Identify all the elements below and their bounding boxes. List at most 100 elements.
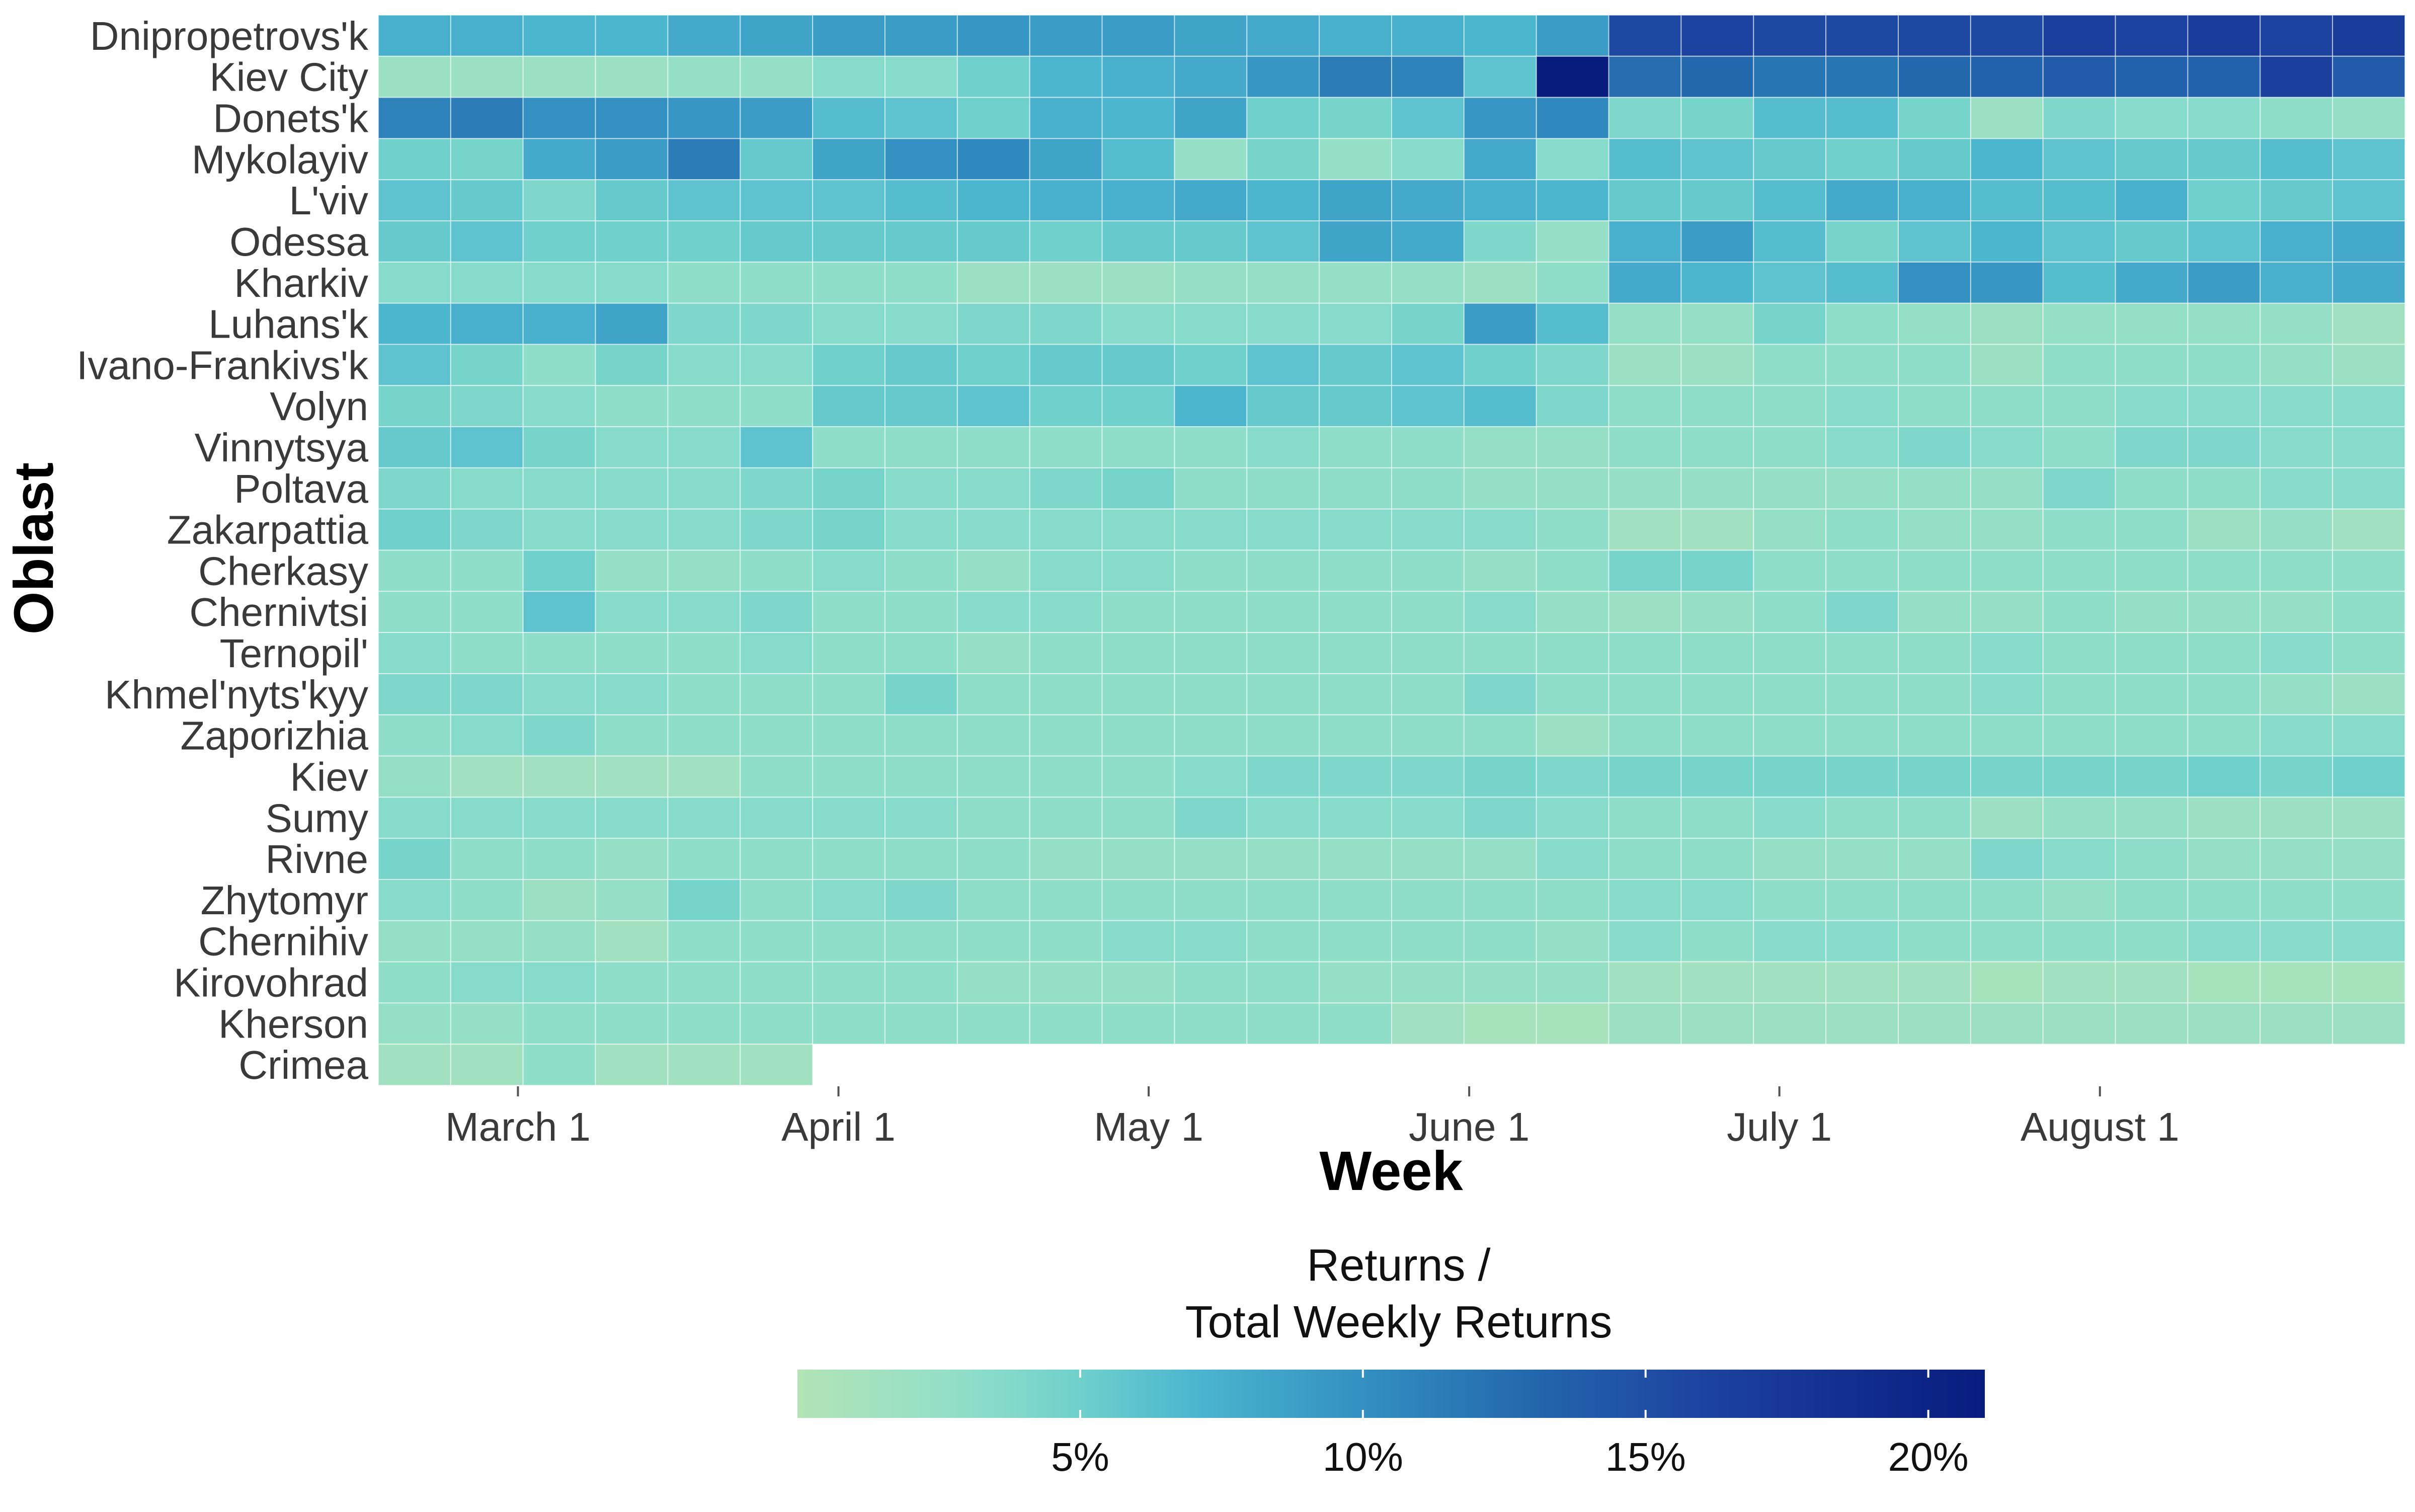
heatmap-cell [2042, 797, 2116, 839]
heatmap-cell [450, 591, 524, 633]
heatmap-cell [1753, 97, 1827, 139]
heatmap-cell [956, 508, 1030, 551]
heatmap-cell [667, 97, 741, 139]
heatmap-cell [1391, 55, 1465, 98]
heatmap-cell [1391, 632, 1465, 674]
heatmap-cell [1101, 920, 1175, 963]
heatmap-cell [1029, 632, 1103, 674]
heatmap-cell [1391, 549, 1465, 592]
heatmap-cell [378, 714, 451, 757]
y-tick-label: Rivne [265, 837, 368, 882]
heatmap-cell [2042, 591, 2116, 633]
heatmap-cell [1753, 632, 1827, 674]
heatmap-cell [740, 961, 814, 1004]
heatmap-cell [740, 179, 814, 222]
heatmap-cell [1536, 302, 1609, 345]
heatmap-cell [378, 138, 451, 181]
heatmap-cell [2042, 755, 2116, 798]
heatmap-cell [1825, 179, 1899, 222]
heatmap-cell [1680, 920, 1754, 963]
heatmap-cell [884, 179, 958, 222]
heatmap-cell [1608, 508, 1682, 551]
heatmap-cell [884, 97, 958, 139]
heatmap-cell [1825, 385, 1899, 428]
heatmap-cell [1391, 344, 1465, 386]
heatmap-cell [667, 549, 741, 592]
heatmap-cell [1753, 179, 1827, 222]
heatmap-cell [2260, 591, 2333, 633]
heatmap-cell [522, 220, 596, 263]
heatmap-cell [884, 385, 958, 428]
heatmap-cell [1536, 549, 1609, 592]
heatmap-cell [522, 1002, 596, 1045]
heatmap-cell [1970, 467, 2044, 510]
heatmap-cell [1536, 426, 1609, 468]
heatmap-cell [595, 344, 669, 386]
heatmap-cell [1174, 15, 1248, 57]
heatmap-cell [522, 261, 596, 304]
heatmap-cell [522, 879, 596, 921]
heatmap-cell [1608, 426, 1682, 468]
heatmap-cell [740, 1044, 814, 1086]
heatmap-cell [2260, 97, 2333, 139]
heatmap-cell [1174, 591, 1248, 633]
heatmap-cell [2187, 714, 2261, 757]
heatmap-cell [1391, 508, 1465, 551]
heatmap-cell [1898, 879, 1971, 921]
heatmap-cell [1029, 261, 1103, 304]
heatmap-cell [1463, 632, 1537, 674]
heatmap-cell [1319, 385, 1392, 428]
heatmap-cell [2042, 673, 2116, 715]
heatmap-cell [740, 838, 814, 880]
heatmap-cell [522, 302, 596, 345]
y-tick-label: Chernivtsi [189, 590, 368, 634]
heatmap-cell [1319, 508, 1392, 551]
heatmap-cell [1680, 220, 1754, 263]
heatmap-cell [1319, 15, 1392, 57]
heatmap-cell [2042, 179, 2116, 222]
heatmap-cell [1825, 426, 1899, 468]
heatmap-cell [1753, 302, 1827, 345]
heatmap-cell [1825, 1002, 1899, 1045]
heatmap-cell [956, 344, 1030, 386]
heatmap-cell [1825, 138, 1899, 181]
heatmap-cell [1391, 385, 1465, 428]
heatmap-cell [522, 467, 596, 510]
heatmap-cell [595, 508, 669, 551]
heatmap-cell [1319, 755, 1392, 798]
heatmap-cell [1536, 97, 1609, 139]
heatmap-cell [1825, 632, 1899, 674]
heatmap-cell [378, 1002, 451, 1045]
heatmap-cell [1319, 920, 1392, 963]
heatmap-cell [1101, 755, 1175, 798]
heatmap-cell [450, 961, 524, 1004]
heatmap-cell [1463, 508, 1537, 551]
heatmap-cell [1319, 632, 1392, 674]
heatmap-cell [1246, 385, 1320, 428]
heatmap-cell [2187, 508, 2261, 551]
heatmap-cell [956, 97, 1030, 139]
heatmap-cell [1608, 344, 1682, 386]
heatmap-cell [2260, 302, 2333, 345]
heatmap-cell [1101, 549, 1175, 592]
heatmap-cell [2042, 302, 2116, 345]
y-tick-label: Odessa [229, 219, 368, 264]
heatmap-cell [1029, 755, 1103, 798]
heatmap-cell [740, 385, 814, 428]
heatmap-cell [667, 15, 741, 57]
heatmap-cell [1174, 838, 1248, 880]
heatmap-cell [1825, 673, 1899, 715]
heatmap-cell [595, 673, 669, 715]
heatmap-cell [884, 261, 958, 304]
heatmap-cell [1608, 632, 1682, 674]
heatmap-cell [2042, 467, 2116, 510]
heatmap-cell [812, 549, 886, 592]
heatmap-cell [1970, 179, 2044, 222]
y-tick-label: Ternopil' [220, 631, 368, 676]
heatmap-cell [1246, 302, 1320, 345]
heatmap-cell [884, 344, 958, 386]
heatmap-cell [1970, 508, 2044, 551]
heatmap-cell [1970, 55, 2044, 98]
y-tick-label: Kiev City [209, 55, 368, 100]
x-axis-ticks: March 1 April 1 May 1 June 1 July 1 August 1 [445, 1086, 2180, 1149]
